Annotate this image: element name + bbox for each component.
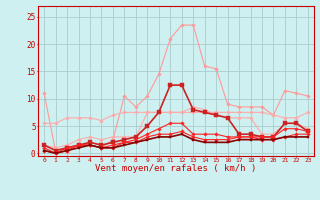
X-axis label: Vent moyen/en rafales ( km/h ): Vent moyen/en rafales ( km/h ) [95, 164, 257, 173]
